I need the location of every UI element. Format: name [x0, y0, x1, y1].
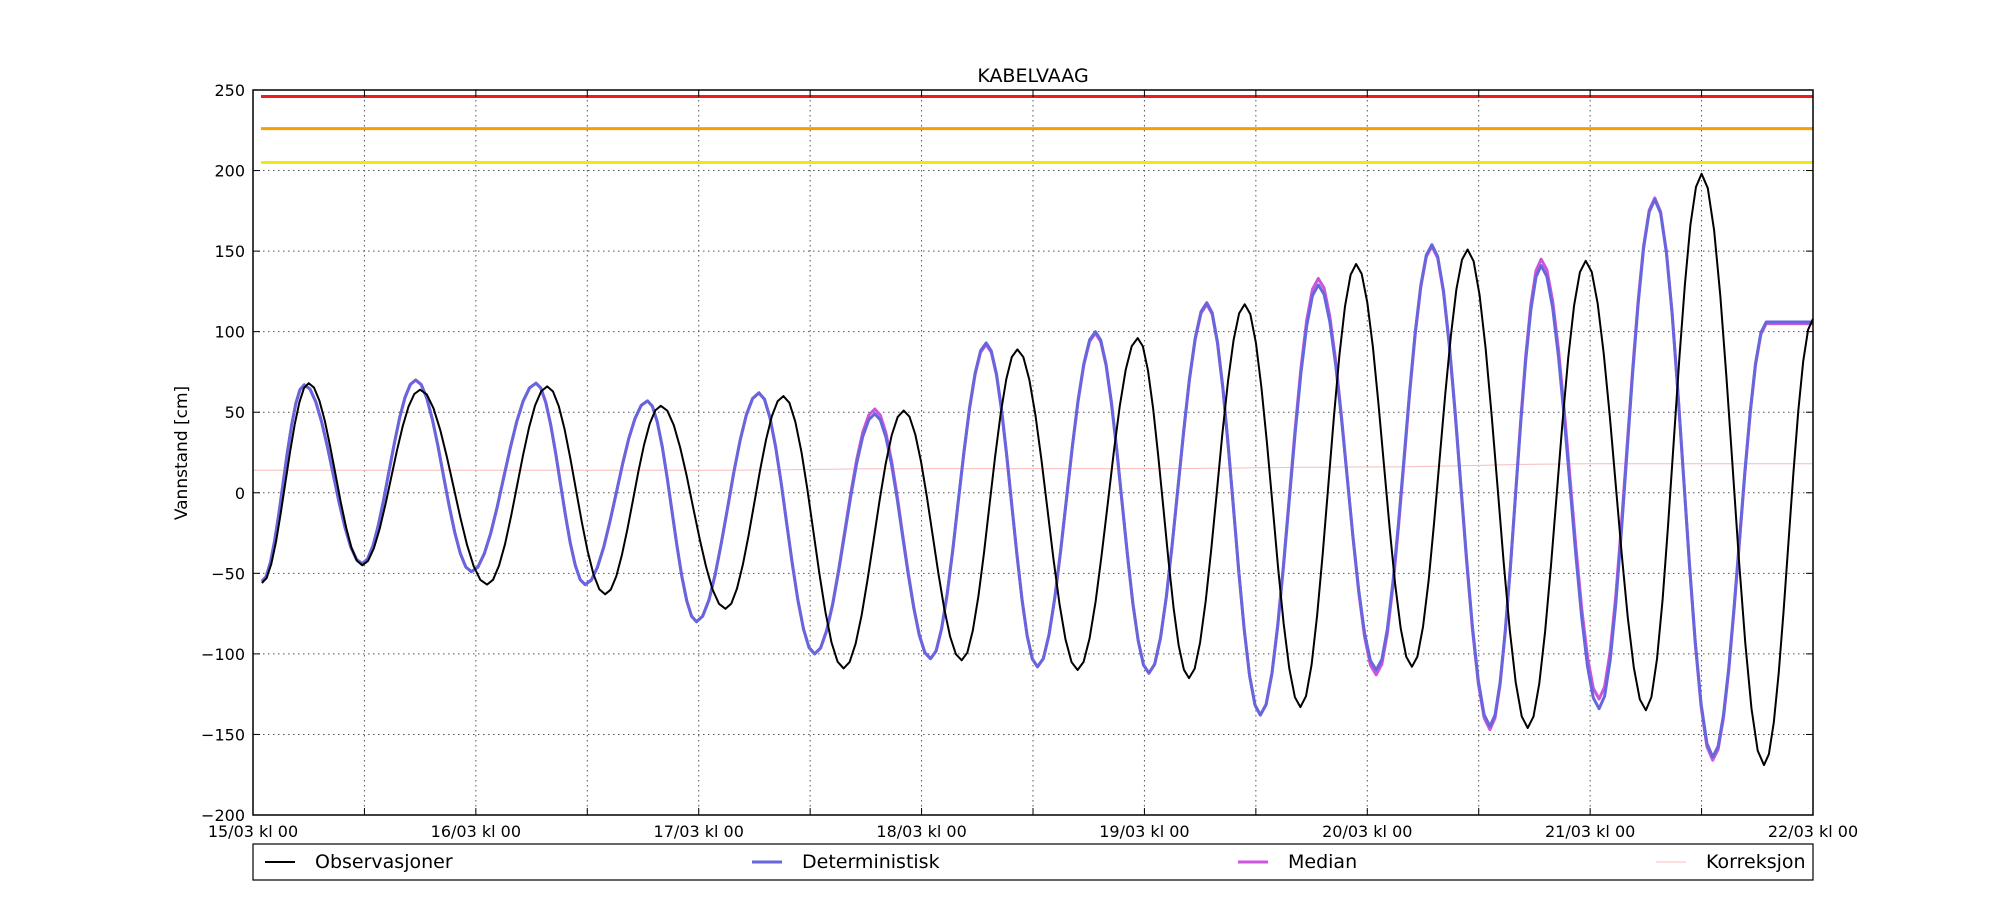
legend-label: Median — [1288, 851, 1357, 873]
legend-label: Korreksjon — [1706, 851, 1806, 873]
series-deterministisk — [260, 198, 1814, 759]
chart-title: KABELVAAG — [977, 65, 1088, 87]
y-tick-label: 0 — [235, 484, 245, 503]
y-tick-label: 200 — [214, 162, 245, 181]
x-tick-label: 21/03 kl 00 — [1545, 822, 1635, 841]
y-tick-label: −100 — [201, 645, 245, 664]
y-tick-label: −150 — [201, 725, 245, 744]
x-tick-label: 20/03 kl 00 — [1322, 822, 1412, 841]
x-tick-label: 19/03 kl 00 — [1099, 822, 1189, 841]
series-line — [260, 196, 1813, 762]
threshold-lines — [261, 94, 1813, 164]
y-tick-label: −50 — [211, 564, 245, 583]
series-layer — [252, 172, 1814, 767]
series-line — [253, 463, 1813, 471]
series-line — [260, 198, 1813, 759]
series-median — [260, 196, 1814, 762]
series-line — [261, 172, 1814, 767]
x-tick-label: 16/03 kl 00 — [431, 822, 521, 841]
grid — [252, 89, 1814, 816]
legend-label: Observasjoner — [315, 851, 453, 873]
series-korreksjon — [252, 463, 1814, 471]
ticks: 15/03 kl 00 16/03 kl 00 17/03 kl 00 18/03 k… — [201, 81, 1858, 841]
y-tick-label: 50 — [225, 403, 245, 422]
x-tick-label: 15/03 kl 00 — [208, 822, 298, 841]
x-tick-label: 18/03 kl 00 — [876, 822, 966, 841]
y-tick-label: 100 — [214, 323, 245, 342]
x-tick-label: 22/03 kl 00 — [1768, 822, 1858, 841]
x-tick-label: 17/03 kl 00 — [654, 822, 744, 841]
y-tick-label: 150 — [214, 242, 245, 261]
legend: Observasjoner Deterministisk Median Korreks… — [252, 843, 1814, 881]
y-tick-label: 250 — [214, 81, 245, 100]
series-observasjoner — [261, 172, 1814, 767]
y-axis-label: Vannstand [cm] — [172, 386, 192, 520]
y-tick-label: −200 — [201, 806, 245, 825]
legend-label: Deterministisk — [802, 851, 940, 873]
legend-box — [252, 843, 1814, 881]
